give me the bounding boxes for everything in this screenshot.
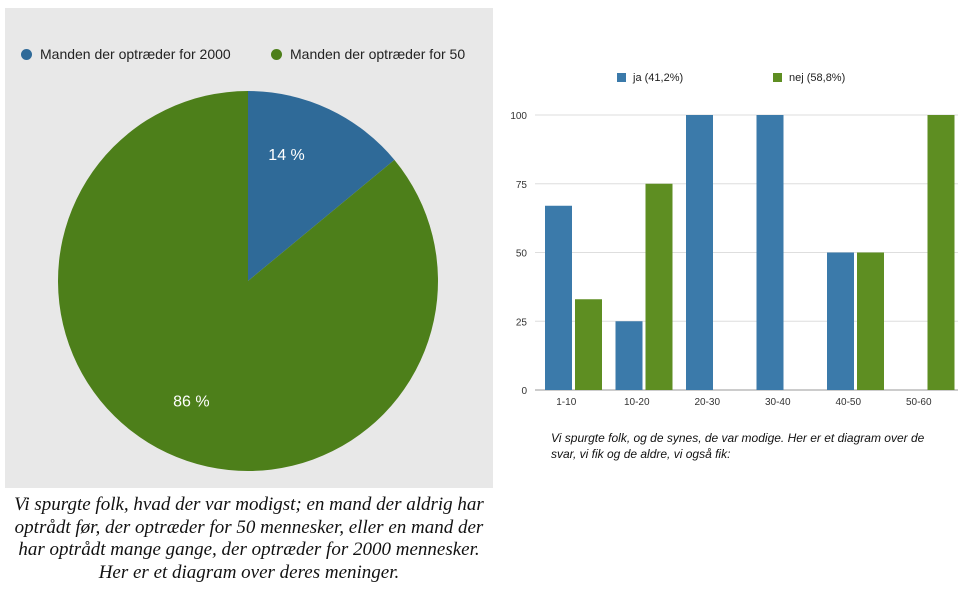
bar-chart: 0 25 50 75 100 1-10 10-20 20-30 30-40 40-50 50-60 — [510, 111, 958, 408]
bar-ja-10-20 — [615, 321, 643, 390]
pie-slice-label-1: 86 % — [173, 393, 209, 410]
bar-legend-label-nej: nej (58,8%) — [789, 72, 846, 84]
bar-legend-item-nej: nej (58,8%) — [773, 72, 845, 84]
bar-nej-40-50 — [857, 252, 884, 390]
bar-legend-label-ja: ja (41,2%) — [633, 72, 684, 84]
x-tick-label: 10-20 — [624, 397, 650, 408]
x-tick-label: 30-40 — [765, 397, 791, 408]
bar-ja-1-10 — [545, 205, 572, 390]
pie-slice-1 — [58, 91, 438, 472]
bar-caption: Vi spurgte folk, og de synes, de var mod… — [551, 431, 925, 461]
legend-swatch-icon — [773, 73, 782, 82]
pie-chart: 14 % 86 % — [58, 91, 438, 472]
y-tick-label: 0 — [521, 386, 527, 397]
pie-legend-label-2000: Manden der optræder for 2000 — [40, 46, 231, 62]
x-tick-label: 50-60 — [906, 397, 932, 408]
y-tick-label: 75 — [516, 180, 528, 191]
bar-ja-40-50 — [827, 252, 854, 390]
legend-swatch-icon — [617, 73, 626, 82]
y-tick-label: 100 — [510, 111, 527, 122]
legend-dot-icon — [21, 49, 32, 60]
y-tick-label: 50 — [516, 249, 528, 260]
bar-nej-10-20 — [645, 183, 673, 390]
pie-legend-label-50: Manden der optræder for 50 — [290, 46, 466, 62]
bar-nej-1-10 — [575, 299, 602, 390]
x-tick-label: 1-10 — [556, 397, 576, 408]
legend-dot-icon — [271, 49, 282, 60]
bar-legend-item-ja: ja (41,2%) — [617, 72, 683, 84]
x-tick-label: 40-50 — [835, 397, 861, 408]
pie-legend-item-2000: Manden der optræder for 2000 — [21, 46, 231, 62]
x-tick-label: 20-30 — [694, 397, 720, 408]
bar-ja-20-30 — [686, 115, 713, 390]
pie-legend-item-50: Manden der optræder for 50 — [271, 46, 465, 62]
pie-slice-0 — [248, 91, 395, 281]
pie-slice-label-0: 14 % — [268, 147, 304, 164]
y-tick-label: 25 — [516, 317, 528, 328]
pie-chart-panel: Manden der optræder for 2000 Manden der … — [5, 8, 493, 488]
bar-nej-50-60 — [927, 115, 955, 390]
pie-caption: Vi spurgte folk, hvad der var modigst; e… — [14, 494, 484, 583]
bar-ja-30-40 — [756, 115, 784, 390]
